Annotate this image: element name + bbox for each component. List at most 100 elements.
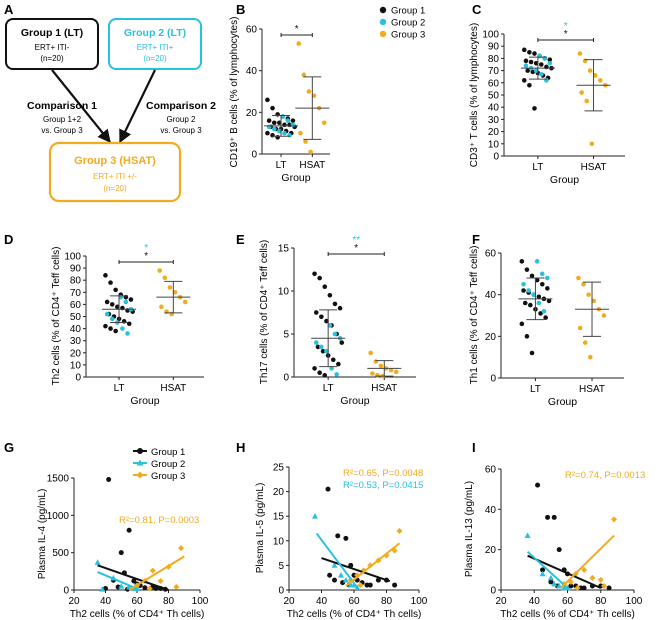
point-i-g1-2 — [551, 514, 557, 520]
point-f-hsat-g3-7 — [582, 340, 588, 345]
y-tick-label-d-0: 0 — [75, 373, 81, 384]
annotation-g-0: R²=0.81, P=0.0003 — [119, 515, 199, 526]
point-c-lt-g1-1 — [527, 50, 532, 55]
point-f-lt-g1-6 — [521, 288, 526, 293]
panel-letter-g: G — [4, 440, 14, 455]
point-c-hsat-g3-0 — [577, 51, 583, 56]
point-c-lt-g1-6 — [523, 58, 529, 64]
legend-bottom-marker-3 — [136, 471, 144, 479]
y-tick-label-h-1: 5 — [278, 561, 284, 572]
regression-line-h-g1 — [321, 557, 391, 583]
comparison2-title: Comparison 2 — [146, 100, 216, 112]
point-d-lt-g1-5 — [128, 297, 134, 302]
point-e-lt-g2-4 — [319, 344, 324, 350]
point-d-hsat-g3-2 — [167, 285, 173, 290]
legend-top-label-1: Group 1 — [391, 6, 425, 17]
point-d-lt-g1-16 — [126, 321, 132, 327]
comparison1-l2: vs. Group 3 — [41, 126, 83, 135]
point-b-hsat-g3-2 — [306, 89, 312, 94]
point-c-lt-g1-7 — [528, 59, 534, 65]
point-h-g3-8 — [357, 582, 364, 589]
y-label-e: Th17 cells (% of CD4⁺ Teff cells) — [259, 240, 270, 384]
point-g-g3-2 — [149, 567, 156, 574]
point-e-lt-g2-3 — [313, 340, 319, 345]
point-c-hsat-g3-7 — [584, 98, 590, 104]
point-h-g1-11 — [392, 582, 398, 588]
point-e-hsat-g3-5 — [393, 369, 399, 375]
point-f-lt-g1-1 — [524, 267, 530, 272]
x-label-d: Group — [130, 395, 159, 407]
y-tick-label-c-3: 30 — [488, 115, 500, 126]
legend-top-marker-3 — [379, 30, 387, 38]
x-label-e: Group — [340, 395, 369, 407]
y-tick-label-h-0: 0 — [278, 586, 284, 597]
point-d-hsat-g3-0 — [157, 268, 163, 273]
point-c-lt-g2-6 — [538, 71, 544, 77]
x-tick-label-h-0: 20 — [283, 596, 295, 607]
group2-box — [108, 18, 202, 70]
arrow-comparison-2 — [119, 69, 156, 144]
point-g-g3-5 — [178, 545, 185, 552]
point-f-hsat-g3-3 — [591, 298, 597, 304]
regression-line-g-g3 — [128, 555, 185, 591]
point-h-g2-1 — [331, 562, 338, 568]
point-h-g2-2 — [338, 572, 344, 578]
x-tick-label-e-0: LT — [323, 383, 334, 394]
point-d-lt-g1-0 — [103, 273, 108, 278]
point-h-g1-8 — [367, 582, 373, 588]
point-b-lt-g1-0 — [265, 97, 270, 103]
point-f-lt-g1-5 — [545, 286, 550, 291]
point-h-g1-0 — [325, 486, 331, 492]
point-d-hsat-g3-3 — [172, 290, 178, 295]
point-f-lt-g1-3 — [534, 277, 540, 283]
x-tick-label-g-2: 60 — [131, 596, 143, 607]
y-tick-label-d-8: 80 — [70, 276, 82, 287]
regression-line-h-g3 — [345, 542, 401, 587]
x-tick-label-e-1: HSAT — [371, 383, 397, 394]
x-tick-label-i-4: 100 — [626, 596, 643, 607]
point-f-lt-g1-13 — [528, 302, 533, 308]
point-f-lt-g1-12 — [522, 300, 528, 306]
point-d-lt-g2-4 — [109, 316, 115, 322]
point-c-hsat-g3-4 — [598, 78, 603, 83]
group1-box — [5, 18, 99, 70]
y-label-d: Th2 cells (% of CD4⁺ Teff cells) — [51, 247, 62, 386]
legend-bottom-label-2: Group 2 — [151, 459, 185, 470]
point-e-lt-g1-2 — [322, 284, 328, 290]
point-c-lt-g1-18 — [527, 82, 532, 88]
x-tick-label-f-1: HSAT — [579, 384, 605, 395]
point-g-g3-6 — [146, 585, 153, 592]
point-i-g1-11 — [606, 585, 612, 591]
point-g-g2-2 — [118, 583, 125, 589]
y-tick-label-i-0: 0 — [490, 586, 496, 597]
point-i-g1-12 — [540, 567, 546, 573]
point-f-lt-g2-2 — [545, 275, 550, 281]
point-e-lt-g1-13 — [320, 348, 326, 354]
x-tick-label-h-3: 80 — [381, 596, 393, 607]
y-tick-label-f-2: 40 — [485, 290, 497, 301]
y-tick-label-c-4: 40 — [488, 103, 500, 114]
point-e-hsat-g3-0 — [368, 350, 373, 356]
y-tick-label-b-2: 40 — [246, 66, 258, 77]
x-tick-label-b-0: LT — [276, 160, 287, 171]
point-c-hsat-g3-6 — [579, 90, 584, 95]
point-f-lt-g1-15 — [538, 311, 543, 316]
point-e-hsat-g3-1 — [373, 359, 379, 364]
point-e-lt-g2-0 — [327, 323, 333, 328]
point-f-lt-g1-2 — [529, 273, 535, 279]
panel-letter-i: I — [472, 440, 476, 455]
point-f-hsat-g3-0 — [576, 275, 581, 281]
point-i-g1-1 — [545, 514, 551, 520]
point-e-hsat-g3-2 — [378, 363, 384, 369]
point-f-lt-g2-6 — [536, 300, 542, 306]
point-f-lt-g2-1 — [539, 271, 545, 277]
group1-sub: ERT+ ITI- — [35, 43, 70, 52]
point-g-g1-8 — [142, 585, 148, 591]
regression-line-g-g1 — [97, 564, 169, 591]
point-b-hsat-g3-0 — [296, 41, 302, 46]
sig-label-d-0: * — [144, 243, 148, 254]
point-b-lt-g1-19 — [275, 135, 280, 140]
point-f-lt-g2-0 — [534, 259, 540, 264]
point-b-lt-g1-2 — [275, 112, 280, 117]
y-tick-label-d-10: 100 — [64, 252, 81, 263]
